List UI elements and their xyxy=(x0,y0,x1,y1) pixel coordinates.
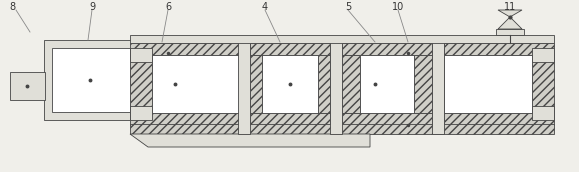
Bar xyxy=(444,43,554,55)
Bar xyxy=(360,55,414,113)
Text: 8: 8 xyxy=(9,2,15,12)
Bar xyxy=(414,55,432,113)
Bar xyxy=(444,113,554,125)
Bar xyxy=(532,55,554,113)
Bar xyxy=(262,55,318,113)
Bar xyxy=(130,106,152,120)
Bar xyxy=(496,29,524,35)
Bar xyxy=(342,113,432,125)
Polygon shape xyxy=(498,17,522,29)
Bar xyxy=(342,43,432,55)
Bar xyxy=(532,106,554,120)
Bar xyxy=(130,43,240,55)
Bar xyxy=(330,37,342,134)
Bar xyxy=(318,55,330,113)
Bar xyxy=(250,43,330,55)
Bar xyxy=(342,55,360,113)
Text: 11: 11 xyxy=(504,2,516,12)
Text: 6: 6 xyxy=(165,2,171,12)
Bar xyxy=(130,35,554,43)
Bar xyxy=(532,48,554,62)
Text: 9: 9 xyxy=(89,2,95,12)
Bar xyxy=(152,55,240,113)
Bar xyxy=(250,55,262,113)
Polygon shape xyxy=(498,10,522,17)
Bar xyxy=(10,72,45,100)
Polygon shape xyxy=(130,134,370,147)
Bar xyxy=(444,55,532,113)
Bar xyxy=(52,48,130,112)
Text: 5: 5 xyxy=(345,2,351,12)
Bar xyxy=(44,40,139,120)
Text: 10: 10 xyxy=(392,2,404,12)
Bar xyxy=(250,113,330,125)
Bar xyxy=(130,48,152,62)
Bar xyxy=(238,37,250,134)
Text: 4: 4 xyxy=(262,2,268,12)
Bar xyxy=(130,55,152,113)
Bar xyxy=(130,113,240,125)
Bar xyxy=(130,124,554,134)
Bar xyxy=(432,37,444,134)
